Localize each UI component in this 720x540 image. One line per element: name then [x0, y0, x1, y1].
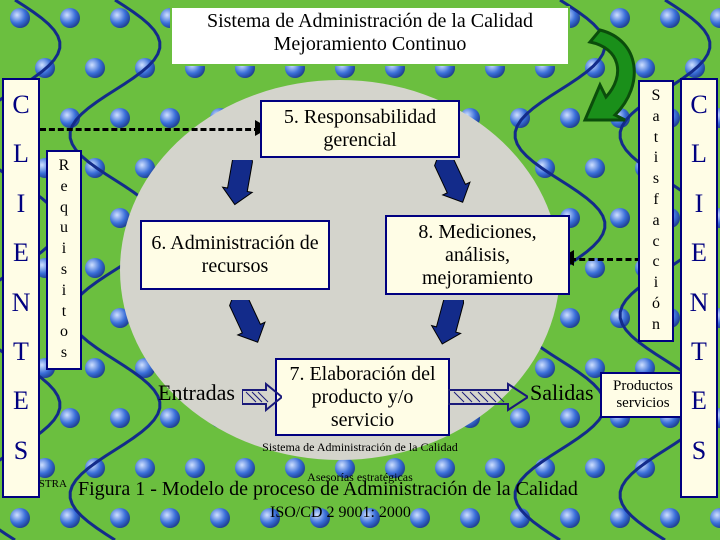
iso-caption: ISO/CD 2 9001: 2000	[270, 504, 411, 522]
box-7-elaboracion: 7. Elaboración del producto y/o servicio	[275, 358, 450, 436]
clientes-letter: T	[682, 327, 716, 376]
productos-box: Productos servicios	[600, 372, 686, 418]
title-box: Sistema de Administración de la Calidad …	[170, 6, 570, 66]
figure-caption: Figura 1 - Modelo de proceso de Administ…	[78, 478, 578, 501]
clientes-letter: E	[4, 228, 38, 277]
box-6-administracion: 6. Administración de recursos	[140, 220, 330, 290]
clientes-letter: N	[682, 278, 716, 327]
clientes-letter: I	[4, 179, 38, 228]
clientes-letter: L	[682, 129, 716, 178]
clientes-letter: C	[682, 80, 716, 129]
small-caption-1: Sistema de Administración de la Calidad	[250, 440, 470, 455]
arrow-6-to-7	[215, 300, 275, 360]
clientes-letter: L	[4, 129, 38, 178]
salidas-label: Salidas	[530, 380, 594, 406]
clientes-right: CLIENTES	[680, 78, 718, 498]
clientes-letter: E	[682, 376, 716, 425]
clientes-letter: C	[4, 80, 38, 129]
entradas-arrow	[242, 382, 282, 412]
clientes-letter: S	[682, 426, 716, 475]
satisfaccion-label: Satisfacción	[638, 80, 674, 342]
title-line1: Sistema de Administración de la Calidad	[172, 10, 568, 33]
title-line2: Mejoramiento Continuo	[172, 33, 568, 56]
entradas-dash	[40, 128, 260, 131]
salidas-arrow	[448, 382, 528, 412]
clientes-letter: E	[4, 376, 38, 425]
box-5-responsabilidad: 5. Responsabilidad gerencial	[260, 100, 460, 158]
arrow-5-to-8	[420, 160, 480, 220]
clientes-letter: S	[4, 426, 38, 475]
clientes-letter: N	[4, 278, 38, 327]
clientes-letter: E	[682, 228, 716, 277]
clientes-letter: I	[682, 179, 716, 228]
requisitos-label: Requisitos	[46, 150, 82, 370]
improvement-arrow	[530, 20, 650, 130]
clientes-letter: T	[4, 327, 38, 376]
entradas-label: Entradas	[158, 380, 235, 406]
clientes-left: CLIENTES	[2, 78, 40, 498]
arrow-8-to-7	[420, 300, 480, 360]
arrow-5-to-6	[210, 160, 270, 220]
box-8-mediciones: 8. Mediciones, análisis, mejoramiento	[385, 215, 570, 295]
